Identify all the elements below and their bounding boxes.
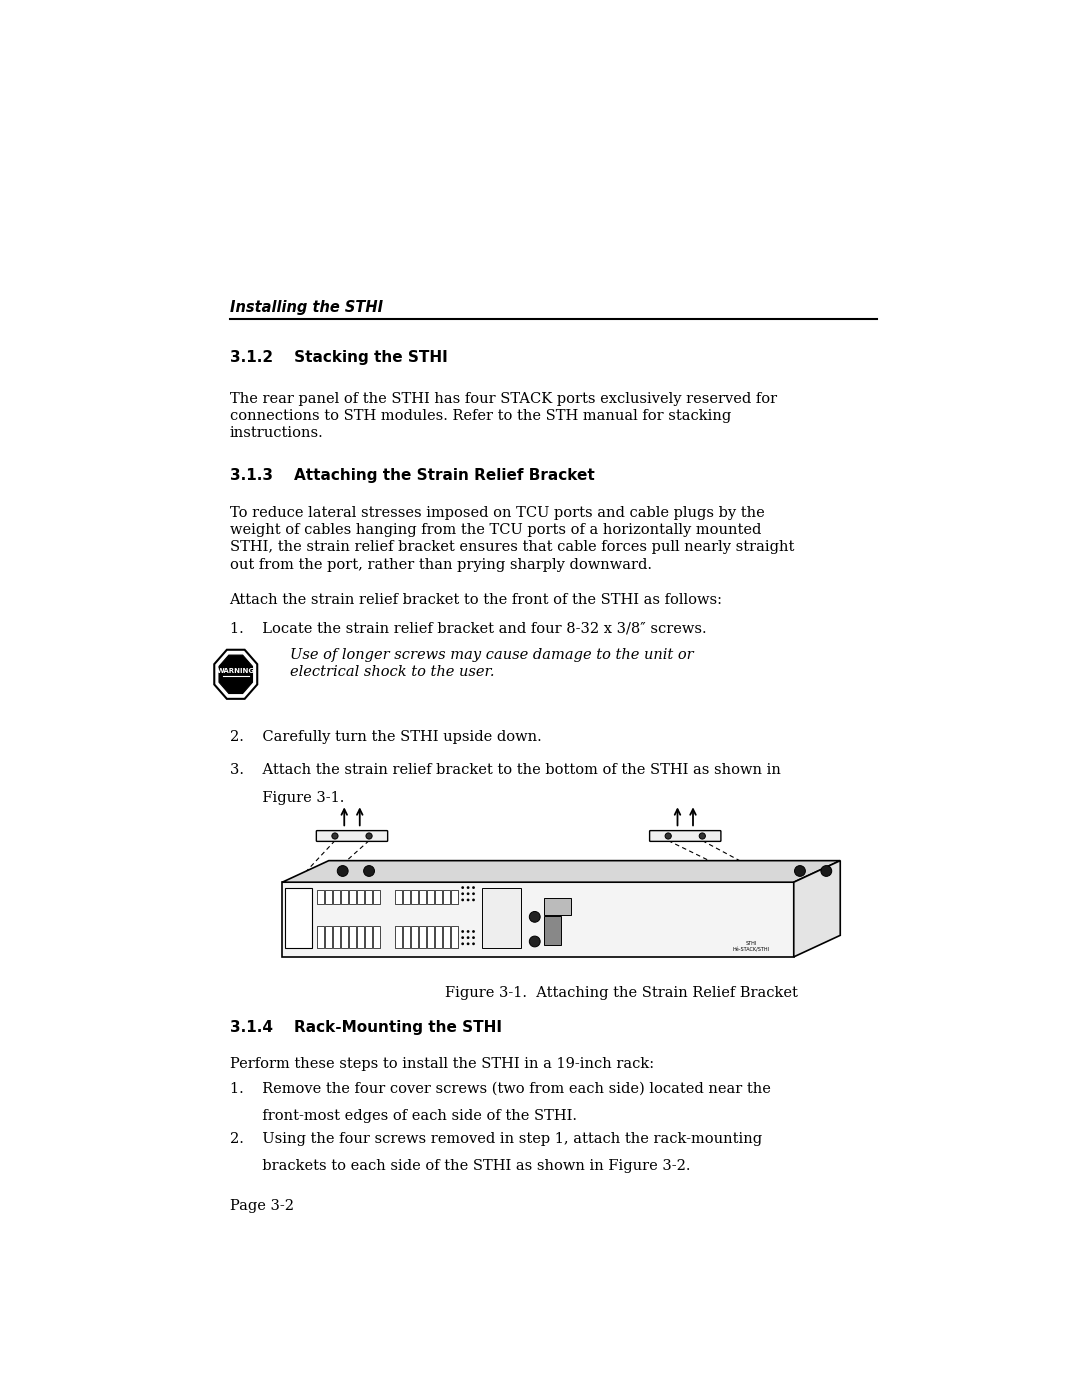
Bar — [357, 890, 364, 904]
Bar — [349, 890, 356, 904]
Polygon shape — [282, 861, 840, 882]
Bar — [419, 926, 427, 947]
Bar — [325, 926, 333, 947]
Circle shape — [472, 943, 475, 946]
Text: Use of longer screws may cause damage to the unit or
electrical shock to the use: Use of longer screws may cause damage to… — [291, 648, 693, 679]
Bar — [443, 926, 450, 947]
Text: Installing the STHI: Installing the STHI — [230, 300, 382, 316]
Circle shape — [699, 833, 705, 840]
Circle shape — [461, 898, 464, 901]
Circle shape — [472, 936, 475, 939]
Text: The rear panel of the STHI has four STACK ports exclusively reserved for
connect: The rear panel of the STHI has four STAC… — [230, 391, 777, 440]
Circle shape — [461, 936, 464, 939]
Text: 3.1.4    Rack-Mounting the STHI: 3.1.4 Rack-Mounting the STHI — [230, 1020, 501, 1035]
Bar — [450, 890, 458, 904]
Text: 2.    Carefully turn the STHI upside down.: 2. Carefully turn the STHI upside down. — [230, 729, 541, 743]
Bar — [410, 926, 418, 947]
Bar — [544, 916, 562, 946]
Text: 3.1.2    Stacking the STHI: 3.1.2 Stacking the STHI — [230, 351, 447, 365]
Bar — [419, 890, 427, 904]
Text: brackets to each side of the STHI as shown in Figure 3-2.: brackets to each side of the STHI as sho… — [230, 1158, 690, 1172]
FancyBboxPatch shape — [649, 831, 721, 841]
Polygon shape — [219, 655, 253, 693]
Bar — [333, 926, 340, 947]
Text: 1.    Remove the four cover screws (two from each side) located near the: 1. Remove the four cover screws (two fro… — [230, 1081, 770, 1095]
Text: 2.    Using the four screws removed in step 1, attach the rack-mounting: 2. Using the four screws removed in step… — [230, 1132, 761, 1146]
Text: STHI
Hé-STACK/STHI: STHI Hé-STACK/STHI — [732, 942, 770, 953]
Circle shape — [795, 866, 806, 876]
Text: Page 3-2: Page 3-2 — [230, 1200, 294, 1214]
Bar — [450, 926, 458, 947]
Bar — [333, 890, 340, 904]
Circle shape — [461, 943, 464, 946]
Bar — [403, 890, 410, 904]
Bar — [349, 926, 356, 947]
Text: WARNING: WARNING — [217, 668, 255, 675]
Circle shape — [461, 893, 464, 895]
Bar — [544, 898, 571, 915]
Circle shape — [467, 898, 470, 901]
Text: 3.    Attach the strain relief bracket to the bottom of the STHI as shown in: 3. Attach the strain relief bracket to t… — [230, 763, 781, 777]
Circle shape — [366, 833, 373, 840]
Bar — [403, 926, 410, 947]
Text: Perform these steps to install the STHI in a 19-inch rack:: Perform these steps to install the STHI … — [230, 1058, 653, 1071]
Circle shape — [467, 943, 470, 946]
Bar — [427, 890, 434, 904]
Circle shape — [472, 886, 475, 888]
Bar — [318, 926, 324, 947]
Bar — [395, 890, 402, 904]
Text: 3.1.3    Attaching the Strain Relief Bracket: 3.1.3 Attaching the Strain Relief Bracke… — [230, 468, 594, 483]
Polygon shape — [282, 882, 794, 957]
Bar — [482, 888, 521, 947]
Bar — [435, 926, 442, 947]
Circle shape — [821, 866, 832, 876]
Circle shape — [467, 930, 470, 933]
Bar — [357, 926, 364, 947]
Circle shape — [467, 936, 470, 939]
Text: Figure 3-1.: Figure 3-1. — [230, 791, 343, 805]
Bar — [443, 890, 450, 904]
Polygon shape — [794, 861, 840, 957]
Circle shape — [461, 886, 464, 888]
Circle shape — [529, 936, 540, 947]
Circle shape — [364, 866, 375, 876]
Bar — [373, 890, 380, 904]
Circle shape — [461, 930, 464, 933]
Text: Figure 3-1.  Attaching the Strain Relief Bracket: Figure 3-1. Attaching the Strain Relief … — [445, 986, 798, 1000]
Bar — [395, 926, 402, 947]
Bar — [341, 926, 349, 947]
Text: To reduce lateral stresses imposed on TCU ports and cable plugs by the
weight of: To reduce lateral stresses imposed on TC… — [230, 506, 794, 571]
Bar — [318, 890, 324, 904]
Circle shape — [472, 930, 475, 933]
Bar — [285, 888, 312, 947]
Text: front-most edges of each side of the STHI.: front-most edges of each side of the STH… — [230, 1109, 577, 1123]
Bar — [341, 890, 349, 904]
Circle shape — [665, 833, 672, 840]
Circle shape — [467, 886, 470, 888]
Bar — [365, 890, 373, 904]
Bar — [373, 926, 380, 947]
Bar — [435, 890, 442, 904]
Circle shape — [467, 893, 470, 895]
Bar — [325, 890, 333, 904]
Polygon shape — [214, 650, 257, 698]
Bar — [427, 926, 434, 947]
Bar — [365, 926, 373, 947]
Circle shape — [472, 893, 475, 895]
Circle shape — [472, 898, 475, 901]
Bar — [410, 890, 418, 904]
Circle shape — [337, 866, 348, 876]
Text: Attach the strain relief bracket to the front of the STHI as follows:: Attach the strain relief bracket to the … — [230, 592, 723, 606]
Circle shape — [332, 833, 338, 840]
FancyBboxPatch shape — [316, 831, 388, 841]
Text: 1.    Locate the strain relief bracket and four 8-32 x 3/8″ screws.: 1. Locate the strain relief bracket and … — [230, 622, 706, 636]
Circle shape — [529, 911, 540, 922]
